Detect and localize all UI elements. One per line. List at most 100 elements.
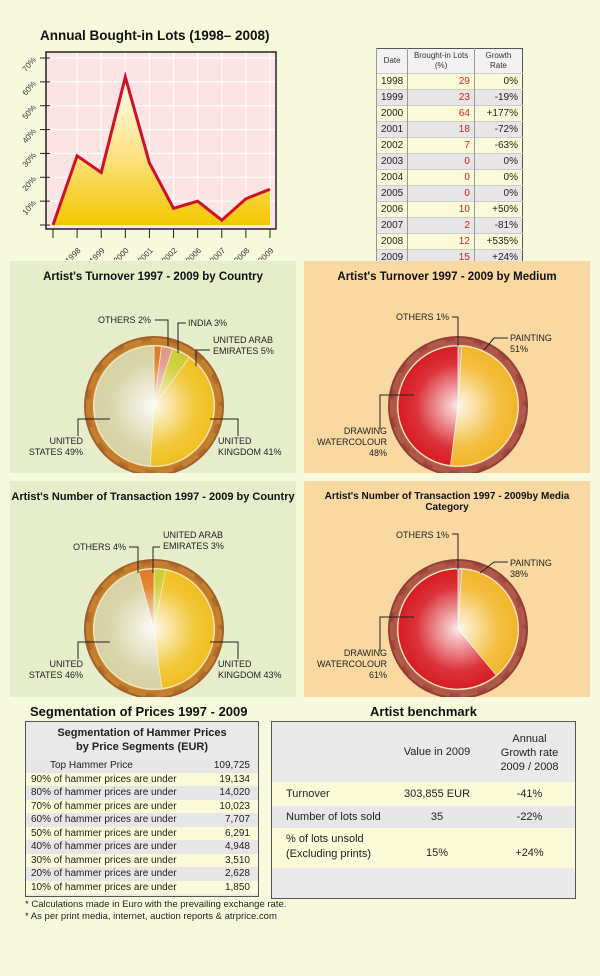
- pie-label: DRAWING: [344, 648, 387, 658]
- pie-panel-transactions-country: Artist's Number of Transaction 1997 - 20…: [10, 481, 296, 697]
- label-leader: [129, 546, 139, 573]
- segment-value: 10,023: [219, 800, 250, 812]
- segment-value: 7,707: [224, 814, 250, 825]
- benchmark-row: Turnover 303,855 EUR -41%: [272, 782, 575, 806]
- pie-title: Artist's Number of Transaction 1997 - 20…: [11, 491, 295, 503]
- row-bought-in: 18: [407, 121, 475, 138]
- table-row: 2002 7 -63%: [375, 137, 523, 154]
- pie-label: EMIRATES 5%: [213, 346, 274, 356]
- row-bought-in: 0: [407, 169, 475, 186]
- col-value-2009: Value in 2009: [403, 746, 471, 758]
- row-value: 303,855 EUR: [403, 788, 471, 800]
- row-year: 2004: [375, 169, 408, 186]
- pie-title: Artist's Turnover 1997 - 2009 by Country: [43, 271, 263, 283]
- row-label: % of lots unsold (Excluding prints): [286, 832, 371, 862]
- segment-label: 60% of hammer prices are under: [31, 814, 177, 825]
- pie-label: WATERCOLOUR: [317, 437, 388, 447]
- table-row: 2004 0 0%: [375, 169, 523, 186]
- label-leader: [195, 349, 210, 366]
- pie-highlight: [94, 569, 214, 689]
- row-year: 1998: [375, 73, 408, 90]
- row-year: 2000: [375, 105, 408, 122]
- table-row: 2000 64 +177%: [375, 105, 523, 122]
- pie-label: DRAWING: [344, 426, 387, 436]
- benchmark-table: Value in 2009 Annual Growth rate 2009 / …: [271, 721, 576, 899]
- row-bought-in: 64: [407, 105, 475, 122]
- segment-label: 80% of hammer prices are under: [31, 787, 177, 798]
- row-bought-in: 2: [407, 217, 475, 234]
- segment-row: 80% of hammer prices are under 14,020: [26, 786, 258, 800]
- label-leader: [77, 641, 110, 659]
- line-chart-title: Annual Bought-in Lots (1998– 2008): [40, 28, 270, 43]
- pie-label: STATES 46%: [29, 670, 83, 680]
- col-growth-line2: Growth rate: [500, 747, 559, 759]
- benchmark-row: % of lots unsold (Excluding prints) 15% …: [272, 828, 575, 868]
- segment-value: 4,948: [224, 841, 250, 852]
- segment-label: Top Hammer Price: [50, 760, 133, 771]
- row-label: Turnover: [286, 788, 330, 800]
- label-leader: [210, 641, 239, 659]
- pie-label: UNITED ARAB: [163, 530, 223, 540]
- area-fill: [53, 77, 270, 225]
- pie-panel-turnover-country: Artist's Turnover 1997 - 2009 by Country…: [10, 261, 296, 473]
- row-year: 1999: [375, 89, 408, 106]
- label-leader: [77, 418, 110, 436]
- row-bought-in: 7: [407, 137, 475, 154]
- benchmark-header: Value in 2009 Annual Growth rate 2009 / …: [272, 722, 575, 782]
- row-bought-in: 29: [407, 73, 475, 90]
- y-tick-label: 40%: [21, 127, 38, 145]
- pie-ring-pattern: [86, 561, 222, 697]
- label-leader: [155, 319, 169, 346]
- row-year: 2005: [375, 185, 408, 202]
- x-tick-label: 2009: [256, 246, 275, 260]
- x-tick-label: 2006: [184, 246, 203, 260]
- pie-highlight: [398, 346, 518, 466]
- table-row: 2005 0 0%: [375, 185, 523, 202]
- pie-label: UNITED: [50, 436, 84, 446]
- segment-row: 10% of hammer prices are under 1,850: [26, 880, 258, 894]
- label-leader: [452, 316, 459, 346]
- table-row: 1998 29 0%: [375, 73, 523, 90]
- pie-label: UNITED ARAB: [213, 335, 273, 345]
- pie-label: OTHERS 1%: [396, 312, 449, 322]
- row-growth: -19%: [473, 89, 523, 106]
- segmentation-header-line1: Segmentation of Hammer Prices: [57, 727, 227, 739]
- segment-label: 30% of hammer prices are under: [31, 854, 177, 866]
- row-growth: 0%: [473, 169, 523, 186]
- pie-label: KINGDOM 41%: [218, 447, 282, 457]
- pie-label: OTHERS 2%: [98, 315, 151, 325]
- pie-ring-pattern: [86, 338, 222, 473]
- pie-label: UNITED: [218, 659, 252, 669]
- row-growth: 0%: [473, 185, 523, 202]
- row-growth: +535%: [473, 233, 523, 250]
- segment-label: 50% of hammer prices are under: [31, 827, 177, 839]
- plot-frame: [45, 51, 277, 230]
- segment-value: 2,628: [224, 868, 250, 879]
- row-bought-in: 0: [407, 185, 475, 202]
- pie-label: WATERCOLOUR: [317, 659, 388, 669]
- col-growth: Growth Rate: [473, 48, 523, 74]
- col-growth-line3: 2009 / 2008: [500, 761, 559, 773]
- y-tick-label: 50%: [21, 103, 38, 121]
- pie-label: 38%: [510, 569, 528, 579]
- col-date: Date: [375, 48, 408, 74]
- table-row: 2008 12 +535%: [375, 233, 523, 250]
- table-row: 2001 18 -72%: [375, 121, 523, 138]
- segment-value: 109,725: [213, 760, 250, 771]
- segment-value: 19,134: [219, 773, 250, 785]
- benchmark-title: Artist benchmark: [370, 704, 477, 719]
- y-tick-label: 30%: [21, 151, 38, 169]
- label-leader: [479, 561, 508, 574]
- pie-label: 48%: [369, 448, 387, 458]
- pie-label: STATES 49%: [29, 447, 83, 457]
- col-growth-line1: Annual: [512, 733, 547, 745]
- segment-row: 40% of hammer prices are under 4,948: [26, 840, 258, 854]
- pie-label: INDIA 3%: [188, 318, 227, 328]
- segment-value: 6,291: [224, 827, 250, 839]
- table-row: 2003 0 0%: [375, 153, 523, 170]
- row-bought-in: 0: [407, 153, 475, 170]
- bought-in-lots-chart: 10% 20% 30% 40% 50% 60% 70% 1998 1999 2000 2001 200…: [21, 51, 277, 260]
- label-leader: [379, 394, 414, 429]
